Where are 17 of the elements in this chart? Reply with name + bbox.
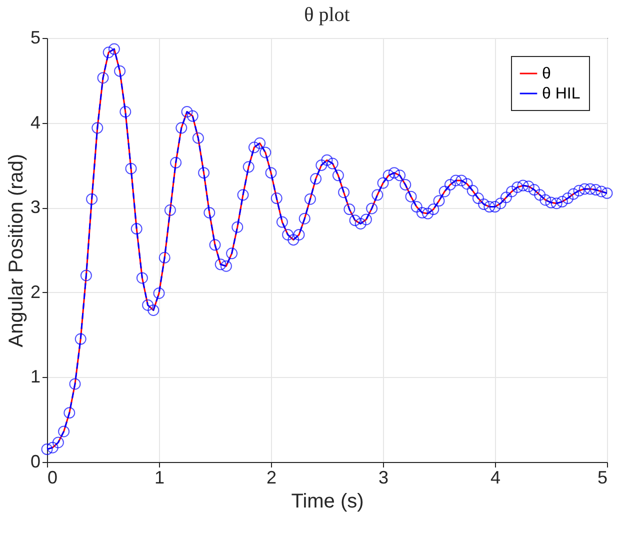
legend-label: θ: [542, 66, 551, 82]
y-axis-title: Angular Position (rad): [5, 154, 28, 348]
x-tick-label: 2: [266, 468, 277, 488]
legend-label: θ HIL: [542, 86, 580, 102]
chart-title: θ plot: [304, 4, 350, 26]
x-axis-title: Time (s): [291, 490, 364, 512]
x-tick-label: 0: [48, 468, 58, 488]
x-tick-label: 1: [154, 468, 165, 488]
y-tick-label: 2: [30, 282, 40, 302]
x-tick-label: 4: [490, 468, 501, 488]
y-tick-label: 5: [30, 28, 40, 48]
y-tick-label: 3: [30, 197, 40, 218]
y-tick-label: 0: [30, 452, 40, 472]
y-tick-label: 1: [30, 366, 40, 387]
x-tick-label: 3: [378, 468, 389, 488]
x-tick-label: 5: [597, 468, 608, 488]
y-tick-label: 4: [30, 112, 40, 132]
